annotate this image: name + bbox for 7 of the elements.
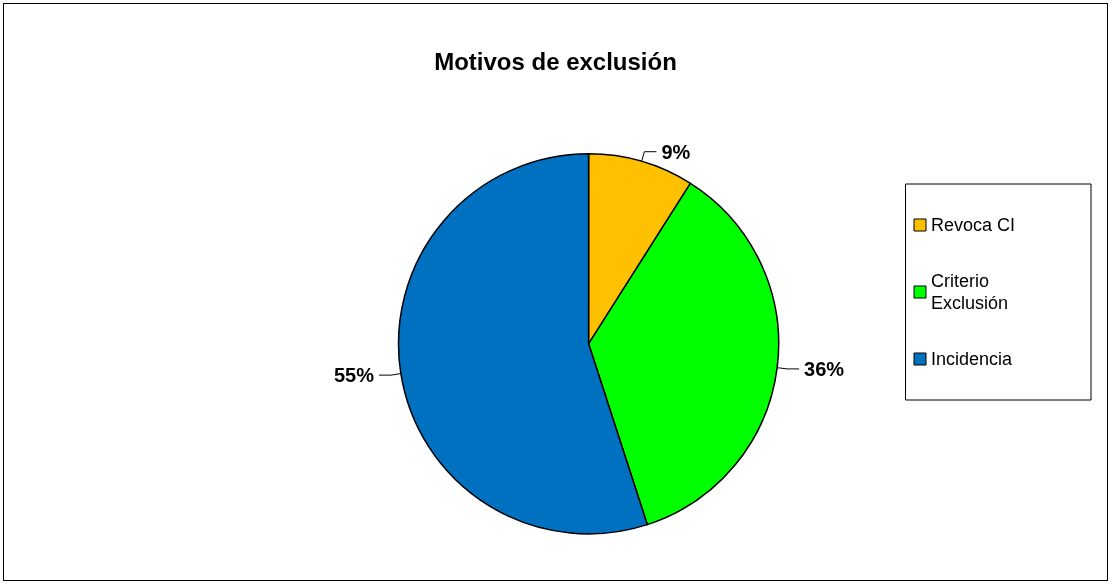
data-label: 36% xyxy=(804,357,845,380)
legend-label: Revoca CI xyxy=(931,215,1016,235)
chart-title: Motivos de exclusión xyxy=(434,47,677,75)
data-label: 9% xyxy=(661,140,691,163)
legend-label: Criterio Exclusión xyxy=(931,271,1009,313)
legend-label: Incidencia xyxy=(931,349,1014,369)
data-label: 55% xyxy=(333,364,375,387)
